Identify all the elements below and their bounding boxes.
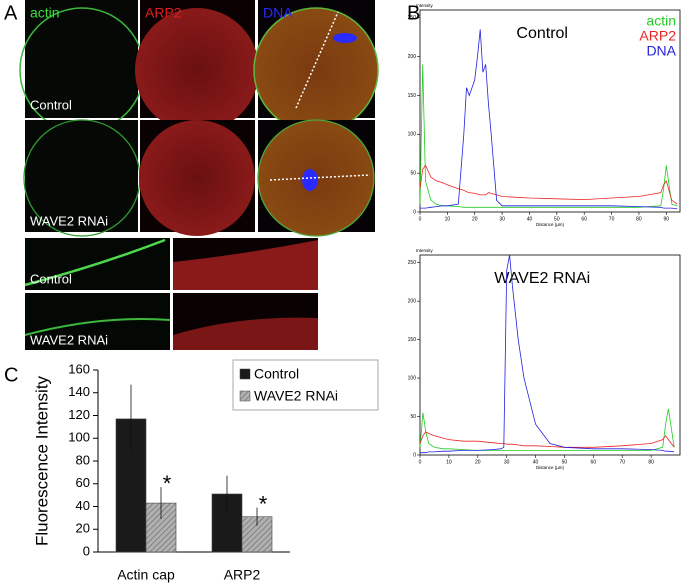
channel-label: ARP2: [145, 5, 182, 21]
x-tick-label: 0: [419, 459, 422, 465]
x-tick-label: 20: [475, 459, 481, 465]
x-tick-label: 60: [591, 459, 597, 465]
cytoplasm: [173, 240, 318, 290]
y-tick-label: 150: [408, 93, 417, 99]
y-tick-label: 200: [408, 298, 417, 304]
y-tick-label: 0: [83, 543, 90, 558]
trace: [419, 164, 678, 205]
panel-a-images: actin ARP2 DNA Control WAVE2 RNAi Contro…: [19, 0, 379, 350]
cortex: [24, 318, 171, 336]
trace: [419, 431, 675, 448]
condition-label: WAVE2 RNAi: [30, 332, 108, 347]
x-tick-label: 10: [446, 459, 452, 465]
chart-title: Control: [516, 25, 568, 42]
legend-entry: DNA: [646, 43, 676, 59]
x-tick-label: 0: [419, 216, 422, 222]
cell: [139, 120, 255, 236]
y-tick-label: 50: [410, 170, 416, 176]
plot-frame: [419, 9, 681, 213]
y-tick-label: 160: [68, 361, 90, 376]
significance: *: [259, 491, 268, 516]
y-tick-label: 150: [408, 337, 417, 343]
condition-label: Control: [30, 271, 72, 286]
x-tick-label: 60: [581, 216, 587, 222]
y-tick-label: 100: [408, 375, 417, 381]
y-tick-label: 140: [68, 384, 90, 399]
x-tick-label: 70: [619, 459, 625, 465]
cortex: [24, 238, 166, 287]
y-tick-label: 120: [68, 407, 90, 422]
legend-entry: ARP2: [639, 28, 676, 44]
x-tick-label: 30: [499, 216, 505, 222]
y-tick-label: 100: [408, 132, 417, 138]
x-tick-label: 50: [562, 459, 568, 465]
legend-swatch: [239, 368, 251, 380]
y-tick-label: 0: [413, 209, 416, 215]
trace: [420, 254, 675, 454]
x-tick-label: 90: [664, 216, 670, 222]
condition-label: Control: [30, 97, 72, 112]
x-tick-label: 80: [636, 216, 642, 222]
y-tick-label: 40: [76, 498, 90, 513]
panel-label: A: [4, 2, 18, 24]
y-tick-label: 250: [408, 260, 417, 266]
dna: [302, 169, 318, 191]
panel-label: B: [407, 2, 420, 24]
channel-label: actin: [30, 5, 60, 21]
x-tick-label: 50: [554, 216, 560, 222]
x-tick-label: 20: [472, 216, 478, 222]
cell: [135, 8, 259, 132]
x-tick-label: 80: [648, 459, 654, 465]
x-tick-label: 70: [609, 216, 615, 222]
cell: [253, 7, 379, 133]
y-tick-label: 50: [410, 414, 416, 420]
legend-entry: WAVE2 RNAi: [254, 388, 338, 404]
y-tick-label: 250: [408, 15, 417, 21]
y-tick-label: 0: [413, 452, 416, 458]
y-tick-label: 20: [76, 521, 90, 536]
y-axis-label: Intensity: [416, 248, 434, 253]
cytoplasm: [173, 317, 318, 350]
legend-entry: actin: [646, 13, 676, 29]
y-tick-label: 60: [76, 475, 90, 490]
legend-box: [232, 359, 379, 411]
legend-entry: Control: [254, 366, 299, 382]
y-axis-label: Fluorescence Intensity: [32, 375, 51, 546]
dna: [333, 33, 357, 43]
x-axis-label: Distance (µm): [536, 465, 565, 470]
plot-frame: [419, 254, 681, 456]
y-axis-label: Intensity: [416, 3, 434, 8]
x-tick-label: 40: [533, 459, 539, 465]
x-tick-label: 30: [504, 459, 510, 465]
profile-line: [295, 11, 339, 109]
condition-label: WAVE2 RNAi: [30, 213, 108, 228]
legend-swatch: [239, 390, 251, 402]
profile-line: [269, 174, 371, 181]
x-tick-label: Actin cap: [117, 567, 175, 583]
chart-title: WAVE2 RNAi: [494, 270, 590, 287]
x-tick-label: ARP2: [224, 567, 261, 583]
panel-label: C: [4, 364, 18, 386]
trace: [420, 29, 678, 210]
channel-label: DNA: [263, 5, 293, 21]
x-axis-label: Distance (µm): [536, 222, 565, 227]
y-tick-label: 100: [68, 430, 90, 445]
image: [25, 120, 138, 232]
x-tick-label: 40: [527, 216, 533, 222]
x-tick-label: 10: [445, 216, 451, 222]
significance: *: [163, 471, 172, 496]
y-tick-label: 80: [76, 452, 90, 467]
trace: [419, 408, 675, 451]
trace: [419, 64, 678, 208]
y-tick-label: 200: [408, 54, 417, 60]
